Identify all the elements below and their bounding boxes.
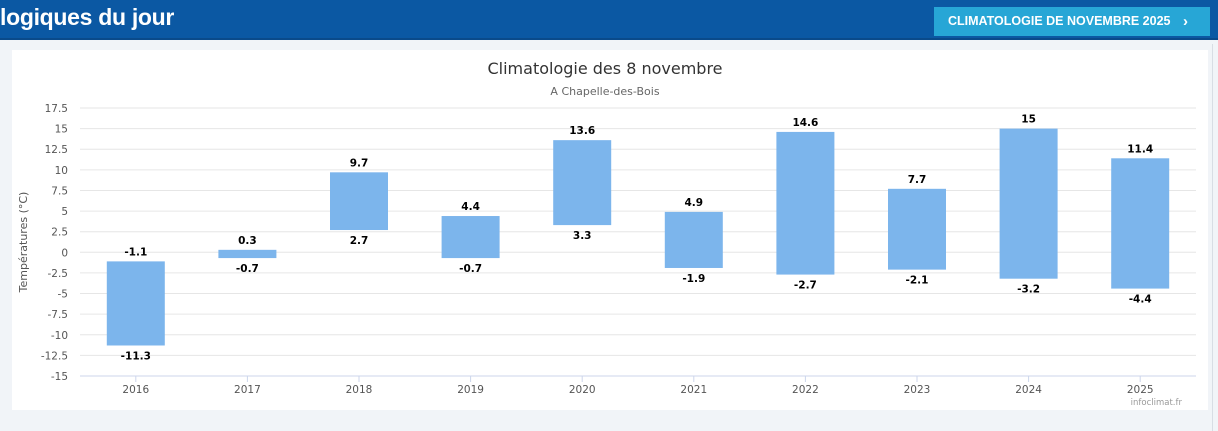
x-tick-label: 2017 xyxy=(234,384,261,396)
y-tick-label: 5 xyxy=(61,206,68,218)
chart-card: Climatologie des 8 novembre A Chapelle-de… xyxy=(12,50,1208,410)
x-tick-label: 2023 xyxy=(904,384,931,396)
chart-svg: Climatologie des 8 novembre A Chapelle-de… xyxy=(17,59,1196,408)
divider xyxy=(1212,44,1213,431)
range-bar xyxy=(330,172,388,231)
range-bar xyxy=(1111,158,1170,289)
x-tick-label: 2022 xyxy=(792,384,819,396)
low-data-label: 3.3 xyxy=(573,230,592,242)
high-data-label: 14.6 xyxy=(792,117,818,129)
y-tick-label: -15 xyxy=(51,371,68,383)
range-bar xyxy=(999,128,1058,279)
page-title: logiques du jour xyxy=(0,4,175,30)
x-tick-label: 2019 xyxy=(457,384,484,396)
high-data-label: 0.3 xyxy=(238,235,257,247)
range-bar xyxy=(553,140,612,226)
chart-subtitle: A Chapelle-des-Bois xyxy=(550,85,659,98)
y-tick-label: 0 xyxy=(61,247,68,259)
y-tick-label: 7.5 xyxy=(51,185,68,197)
high-data-label: 4.9 xyxy=(684,197,703,209)
y-axis-title: Températures (°C) xyxy=(17,192,30,294)
y-tick-label: 12.5 xyxy=(45,144,68,156)
y-tick-label: -2.5 xyxy=(48,268,69,280)
low-data-label: 2.7 xyxy=(350,235,369,247)
y-tick-label: 17.5 xyxy=(45,103,68,115)
x-tick-label: 2018 xyxy=(346,384,373,396)
y-tick-label: -12.5 xyxy=(41,350,68,362)
y-tick-label: 2.5 xyxy=(51,227,68,239)
high-data-label: 7.7 xyxy=(908,174,927,186)
low-data-label: -1.9 xyxy=(682,273,705,285)
low-data-label: -11.3 xyxy=(121,350,151,362)
month-climatology-button[interactable]: CLIMATOLOGIE DE NOVEMBRE 2025 › xyxy=(934,7,1210,36)
range-bar xyxy=(218,249,277,259)
high-data-label: 15 xyxy=(1021,114,1036,126)
range-bar xyxy=(888,188,946,270)
high-data-label: 13.6 xyxy=(569,125,595,137)
low-data-label: -0.7 xyxy=(459,263,482,275)
x-tick-label: 2025 xyxy=(1127,384,1154,396)
low-data-label: -4.4 xyxy=(1129,294,1152,306)
range-bar xyxy=(106,261,165,346)
y-tick-label: -7.5 xyxy=(48,309,69,321)
high-data-label: 4.4 xyxy=(461,201,480,213)
low-data-label: -0.7 xyxy=(236,263,259,275)
chevron-right-icon: › xyxy=(1183,13,1188,30)
range-bar xyxy=(441,216,500,259)
x-tick-label: 2021 xyxy=(680,384,707,396)
chart-credit: infoclimat.fr xyxy=(1131,398,1183,408)
range-bar xyxy=(664,211,723,268)
x-tick-label: 2016 xyxy=(122,384,149,396)
month-climatology-button-label: CLIMATOLOGIE DE NOVEMBRE 2025 xyxy=(948,14,1171,28)
y-tick-label: 15 xyxy=(55,124,68,136)
x-tick-label: 2024 xyxy=(1015,384,1042,396)
low-data-label: -2.1 xyxy=(906,275,929,287)
chart-title: Climatologie des 8 novembre xyxy=(487,59,722,78)
high-data-label: -1.1 xyxy=(124,246,147,258)
low-data-label: -3.2 xyxy=(1017,284,1040,296)
header-bar: logiques du jour CLIMATOLOGIE DE NOVEMBR… xyxy=(0,0,1218,40)
y-tick-label: -5 xyxy=(58,289,68,301)
high-data-label: 11.4 xyxy=(1127,143,1153,155)
x-tick-label: 2020 xyxy=(569,384,596,396)
y-tick-label: 10 xyxy=(55,165,68,177)
y-tick-label: -10 xyxy=(51,330,68,342)
high-data-label: 9.7 xyxy=(350,157,369,169)
low-data-label: -2.7 xyxy=(794,280,817,292)
range-bar xyxy=(776,131,835,275)
